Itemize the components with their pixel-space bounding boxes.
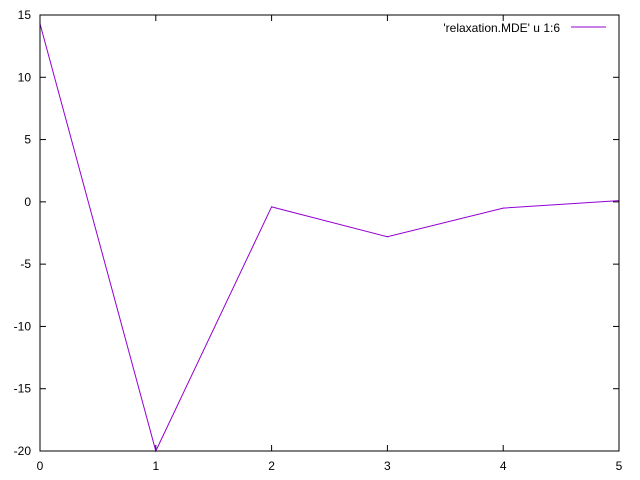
x-tick-label: 5 — [616, 459, 623, 473]
plot-frame — [39, 14, 620, 452]
y-tick-label: -15 — [14, 382, 32, 396]
x-tick-label: 1 — [152, 459, 159, 473]
data-point — [502, 207, 504, 209]
y-tick-label: -20 — [14, 444, 32, 458]
tick-marks — [39, 14, 620, 452]
legend: 'relaxation.MDE' u 1:6 — [443, 21, 606, 35]
y-tick-label: 5 — [24, 133, 31, 147]
x-tick-label: 2 — [268, 459, 275, 473]
x-tick-label: 0 — [37, 459, 44, 473]
series-line — [39, 23, 620, 453]
x-tick-labels: 0 1 2 3 4 5 — [37, 459, 623, 473]
y-tick-label: 0 — [24, 195, 31, 209]
x-tick-label: 3 — [384, 459, 391, 473]
y-tick-label: 10 — [18, 70, 32, 84]
data-point — [271, 206, 273, 208]
x-tick-label: 4 — [500, 459, 507, 473]
y-tick-label: -10 — [14, 319, 32, 333]
y-tick-labels: -20 -15 -10 -5 0 5 10 15 — [14, 8, 32, 458]
legend-label: 'relaxation.MDE' u 1:6 — [443, 21, 560, 35]
series-layer — [39, 23, 620, 453]
y-tick-label: -5 — [20, 257, 31, 271]
data-point — [386, 236, 388, 238]
y-tick-label: 15 — [18, 8, 32, 22]
